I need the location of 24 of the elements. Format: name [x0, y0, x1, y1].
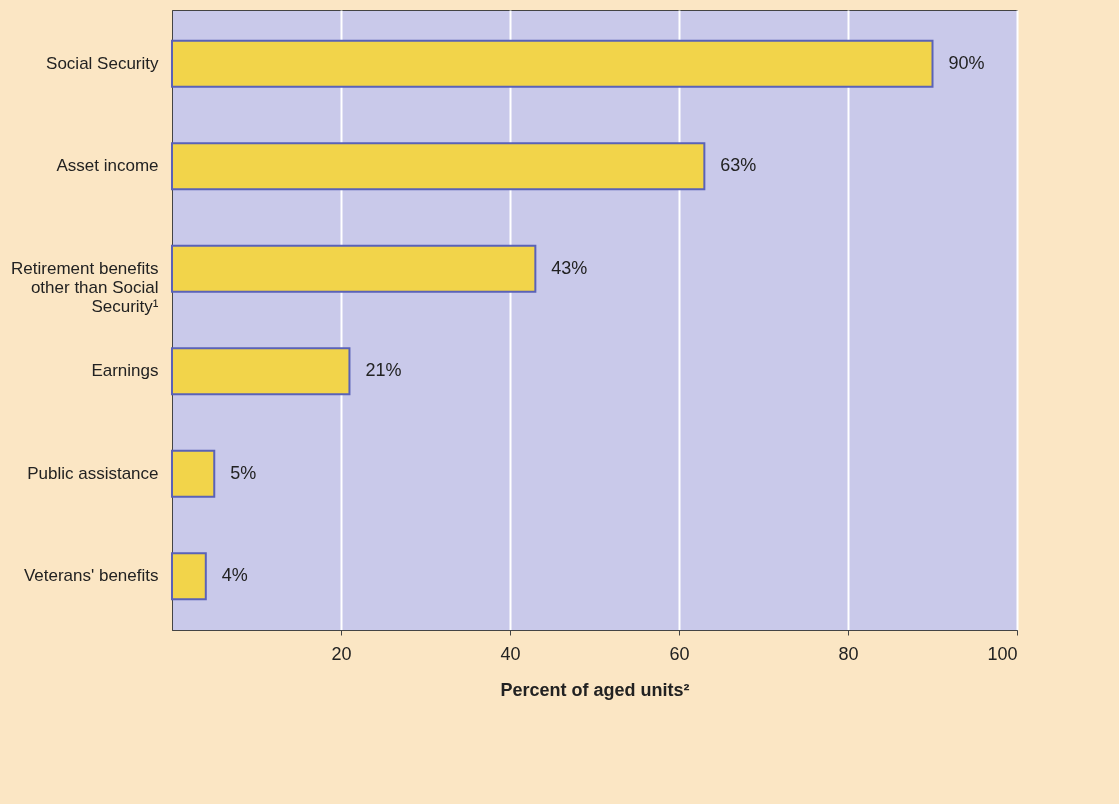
bar	[171, 449, 216, 498]
data-label: 5%	[230, 462, 257, 483]
bar	[171, 142, 706, 191]
y-tick-label: Veterans' benefits	[23, 566, 159, 586]
x-tick-label: 80	[838, 643, 859, 664]
bar	[171, 244, 537, 293]
bar	[171, 347, 351, 396]
data-label: 63%	[720, 155, 757, 176]
bar	[171, 552, 207, 601]
x-tick-label: 40	[500, 643, 521, 664]
data-label: 4%	[221, 565, 248, 586]
y-tick-label: Asset income	[56, 156, 159, 176]
x-tick-label: 100	[987, 643, 1018, 664]
x-tick-label: 20	[331, 643, 352, 664]
y-tick-label: Retirement benefits other than Social Security¹	[11, 258, 159, 316]
bar	[171, 39, 934, 88]
x-tick-label: 60	[669, 643, 690, 664]
data-label: 43%	[551, 257, 588, 278]
y-tick-label: Social Security	[46, 53, 159, 73]
y-tick-label: Public assistance	[27, 463, 159, 483]
data-label: 21%	[365, 360, 402, 381]
data-label: 90%	[948, 52, 985, 73]
y-tick-label: Earnings	[91, 361, 159, 381]
x-axis-title: Percent of aged units²	[500, 679, 690, 700]
